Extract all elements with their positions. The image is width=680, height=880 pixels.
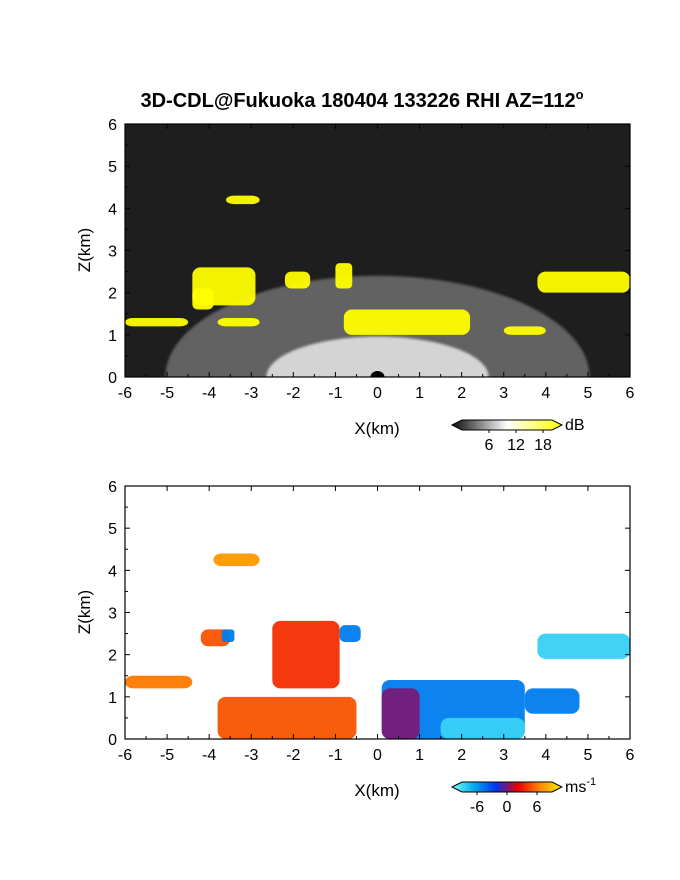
x-tick-label: 1 bbox=[415, 385, 424, 402]
x-tick-label: -5 bbox=[160, 385, 174, 402]
flow-region bbox=[339, 625, 361, 643]
colorbar-unit: ms-1 bbox=[565, 776, 596, 796]
axis-ticks: -6 -5 -4 -3 -2 -1 0 1 2 3 4 5 6 0 1 2 3 4 5 6 bbox=[108, 117, 634, 402]
y-axis-label: Z(km) bbox=[75, 590, 94, 634]
x-tick-label: -1 bbox=[328, 385, 342, 402]
echo-region bbox=[226, 195, 260, 205]
colorbar-bar bbox=[450, 781, 564, 793]
x-tick-label: -4 bbox=[202, 747, 216, 764]
x-tick-label: -3 bbox=[244, 385, 258, 402]
y-tick-label: 6 bbox=[108, 117, 117, 134]
velocity-panel: -6 -5 -4 -3 -2 -1 0 1 2 3 4 5 6 0 1 2 3 4 5 6 X(km) Z(km) -… bbox=[75, 479, 635, 816]
velocity-colorbar: -6 0 6 ms-1 bbox=[450, 776, 596, 816]
colorbar-tick-label: 6 bbox=[485, 437, 494, 454]
y-tick-label: 2 bbox=[108, 648, 117, 665]
flow-region bbox=[524, 688, 580, 714]
flow-region bbox=[537, 633, 630, 659]
x-tick-label: -4 bbox=[202, 385, 216, 402]
y-tick-label: 3 bbox=[108, 606, 117, 623]
x-tick-label: 2 bbox=[457, 747, 466, 764]
x-tick-label: 4 bbox=[541, 385, 550, 402]
velocity-layer bbox=[125, 553, 630, 739]
flow-region bbox=[221, 629, 235, 643]
plot-frame bbox=[124, 123, 631, 378]
axis-ticks: -6 -5 -4 -3 -2 -1 0 1 2 3 4 5 6 0 1 2 3 4 5 6 bbox=[108, 479, 634, 764]
flow-region bbox=[272, 620, 340, 689]
x-tick-label: 5 bbox=[583, 747, 592, 764]
echo-region bbox=[192, 288, 214, 310]
x-tick-label: 0 bbox=[373, 747, 382, 764]
x-tick-label: 3 bbox=[499, 385, 508, 402]
colorbar-bar bbox=[450, 419, 564, 431]
y-tick-label: 2 bbox=[108, 286, 117, 303]
echo-region bbox=[335, 263, 353, 289]
echo-region bbox=[284, 271, 311, 289]
x-tick-label: -3 bbox=[244, 747, 258, 764]
x-tick-label: 6 bbox=[626, 385, 635, 402]
x-tick-label: 2 bbox=[457, 385, 466, 402]
x-tick-label: 1 bbox=[415, 747, 424, 764]
colorbar-unit: dB bbox=[565, 417, 585, 434]
x-axis-label: X(km) bbox=[354, 419, 399, 438]
flow-region bbox=[440, 717, 525, 739]
y-tick-label: 4 bbox=[108, 201, 117, 218]
x-tick-label: 5 bbox=[583, 385, 592, 402]
x-tick-label: -5 bbox=[160, 747, 174, 764]
colorbar-tick-label: 0 bbox=[503, 799, 512, 816]
x-tick-label: -6 bbox=[118, 385, 132, 402]
colorbar-tick-label: -6 bbox=[470, 799, 484, 816]
y-tick-label: 0 bbox=[108, 732, 117, 749]
x-tick-label: -2 bbox=[286, 385, 300, 402]
echo-region bbox=[125, 317, 189, 327]
flow-region bbox=[381, 688, 420, 739]
y-tick-label: 0 bbox=[108, 370, 117, 387]
flow-region bbox=[125, 675, 193, 689]
y-tick-label: 1 bbox=[108, 328, 117, 345]
echo-region bbox=[217, 317, 260, 327]
intensity-colorbar: 6 12 18 dB bbox=[450, 417, 585, 454]
y-tick-label: 4 bbox=[108, 563, 117, 580]
x-tick-label: 6 bbox=[626, 747, 635, 764]
y-tick-label: 6 bbox=[108, 479, 117, 496]
colorbar-tick-label: 6 bbox=[533, 799, 542, 816]
plot-frame bbox=[124, 485, 631, 740]
y-tick-label: 3 bbox=[108, 244, 117, 261]
x-tick-label: -2 bbox=[286, 747, 300, 764]
flow-region bbox=[213, 553, 260, 567]
colorbar-tick-label: 12 bbox=[507, 437, 525, 454]
y-tick-label: 5 bbox=[108, 159, 117, 176]
y-tick-label: 5 bbox=[108, 521, 117, 538]
echo-region bbox=[503, 326, 546, 335]
y-axis-label: Z(km) bbox=[75, 228, 94, 272]
x-tick-label: -6 bbox=[118, 747, 132, 764]
echo-layer bbox=[125, 195, 630, 377]
x-tick-label: 4 bbox=[541, 747, 550, 764]
echo-region bbox=[537, 271, 630, 293]
chart-title: 3D-CDL@Fukuoka 180404 133226 RHI AZ=112o bbox=[140, 87, 583, 112]
y-tick-label: 1 bbox=[108, 690, 117, 707]
echo-region bbox=[343, 309, 471, 335]
x-tick-label: 3 bbox=[499, 747, 508, 764]
colorbar-tick-label: 18 bbox=[534, 437, 552, 454]
x-tick-label: 0 bbox=[373, 385, 382, 402]
flow-region bbox=[217, 696, 357, 739]
near-field-glow bbox=[266, 336, 489, 377]
x-axis-label: X(km) bbox=[354, 781, 399, 800]
x-tick-label: -1 bbox=[328, 747, 342, 764]
